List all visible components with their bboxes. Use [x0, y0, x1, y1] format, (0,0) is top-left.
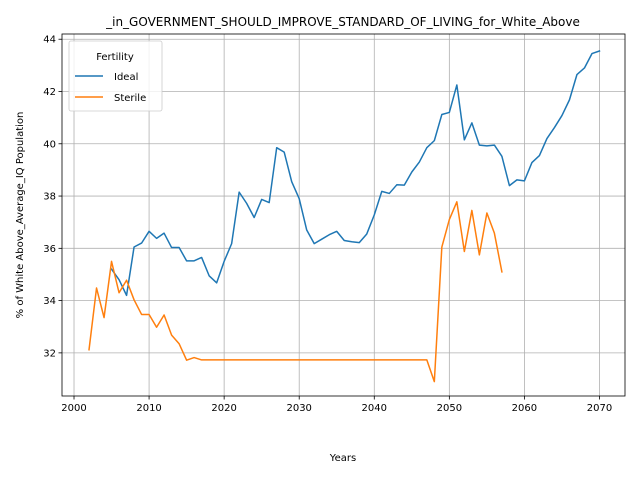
grid	[62, 34, 625, 396]
y-tick-label: 36	[43, 244, 56, 255]
legend-label-sterile: Sterile	[114, 93, 146, 104]
series-group	[88, 50, 601, 383]
y-tick-label: 42	[43, 87, 56, 98]
y-axis-label: % of White Above_Average_IQ Population	[15, 112, 26, 319]
x-tick-label: 2040	[362, 403, 387, 414]
x-tick-label: 2030	[286, 403, 311, 414]
y-tick-label: 40	[43, 139, 56, 150]
y-tick-label: 38	[43, 192, 56, 203]
x-tick-label: 2010	[136, 403, 161, 414]
x-tick-label: 2020	[211, 403, 236, 414]
x-axis-label: Years	[329, 453, 356, 464]
legend-label-ideal: Ideal	[114, 72, 138, 83]
legend-title: Fertility	[96, 52, 134, 63]
x-tick-label: 2050	[437, 403, 462, 414]
ticks: 2000 2010 2020 2030 2040 2050 2060 2070 32 34 36 38…	[43, 35, 612, 414]
x-tick-label: 2060	[512, 403, 537, 414]
chart-title: _in_GOVERNMENT_SHOULD_IMPROVE_STANDARD_O…	[105, 15, 580, 29]
legend: Fertility Ideal Sterile	[68, 40, 163, 112]
plot-frame	[61, 33, 626, 397]
y-tick-label: 34	[43, 296, 56, 307]
x-tick-label: 2000	[61, 403, 86, 414]
series-line-sterile	[88, 201, 503, 383]
series-line-ideal	[110, 50, 601, 297]
legend-box	[68, 40, 163, 112]
x-tick-label: 2070	[587, 403, 612, 414]
y-tick-label: 32	[43, 348, 56, 359]
y-tick-label: 44	[43, 35, 56, 46]
